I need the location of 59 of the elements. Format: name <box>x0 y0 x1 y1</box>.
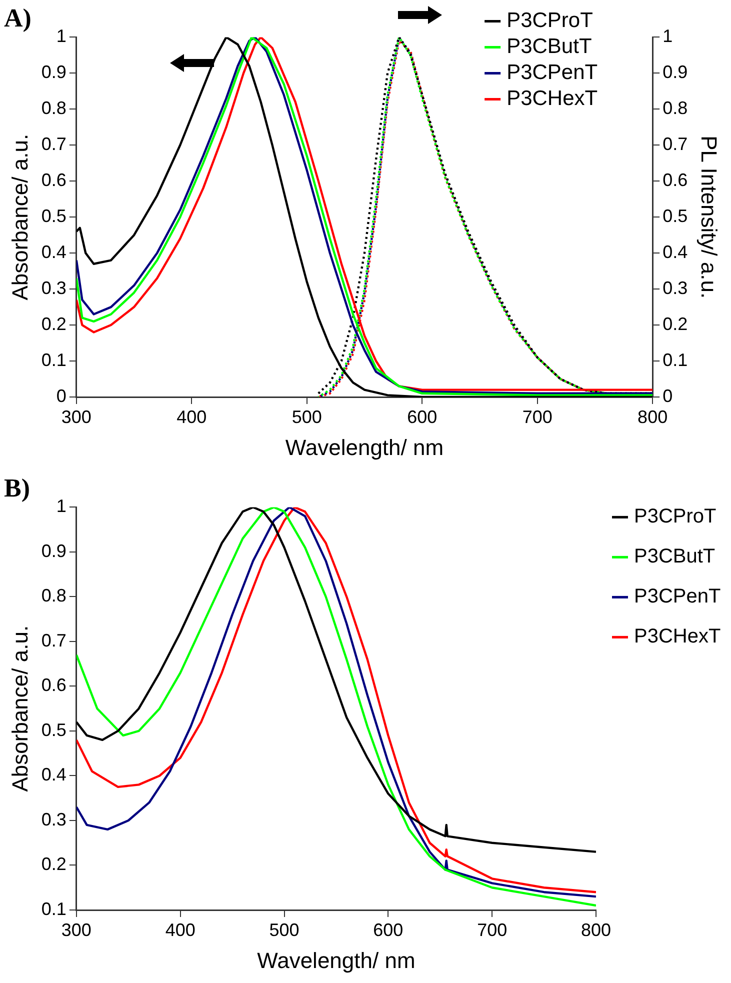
y2-tick-label: 0.1 <box>662 350 688 370</box>
x-tick-label: 300 <box>61 406 92 427</box>
y-tick-label: 0.4 <box>41 242 66 262</box>
y-tick-label: 0.2 <box>41 314 66 334</box>
y-tick-label: 0.5 <box>41 206 66 226</box>
y-axis-title: Absorbance/ a.u. <box>7 625 32 792</box>
x-tick-label: 300 <box>61 920 92 940</box>
x-tick-label: 600 <box>407 406 438 427</box>
legend-label: P3CButT <box>634 546 716 568</box>
x-tick-label: 400 <box>176 406 207 427</box>
y-tick-label: 0.3 <box>41 278 66 298</box>
y2-tick-label: 0.5 <box>662 206 688 226</box>
legend-label: P3CProT <box>634 506 716 528</box>
y2-tick-label: 1 <box>662 26 673 46</box>
y-tick-label: 1 <box>56 496 66 516</box>
y-tick-label: 0.7 <box>41 630 66 650</box>
y2-tick-label: 0.8 <box>662 98 688 118</box>
x-tick-label: 600 <box>373 920 404 940</box>
y-tick-label: 0.1 <box>41 898 66 919</box>
y-tick-label: 0.6 <box>41 170 66 190</box>
y-tick-label: 0.6 <box>41 675 66 696</box>
y-tick-label: 0.2 <box>41 854 66 874</box>
chart-title: B) <box>4 473 30 502</box>
y-tick-label: 0.7 <box>41 134 66 154</box>
x-tick-label: 800 <box>580 920 612 940</box>
x-tick-label: 400 <box>165 920 196 940</box>
y-tick-label: 0.5 <box>41 720 66 740</box>
legend-label: P3CPenT <box>634 586 721 608</box>
x-axis-title: Wavelength/ nm <box>257 948 416 973</box>
y-tick-label: 0.4 <box>41 764 66 785</box>
chart-title: A) <box>4 3 32 32</box>
y-tick-label: 0 <box>56 386 66 406</box>
y-tick-label: 0.9 <box>41 540 66 561</box>
y2-tick-label: 0.2 <box>662 314 688 334</box>
y2-tick-label: 0.6 <box>662 170 688 190</box>
y2-tick-label: 0.4 <box>662 242 688 262</box>
legend-label: P3CHexT <box>634 626 721 648</box>
y2-tick-label: 0.7 <box>662 134 688 154</box>
x-tick-label: 700 <box>477 920 508 940</box>
legend-label: P3CPenT <box>506 60 598 84</box>
y-tick-label: 0.1 <box>41 350 66 370</box>
legend-label: P3CHexT <box>506 86 598 110</box>
y-tick-label: 1 <box>56 26 66 46</box>
y2-tick-label: 0.9 <box>662 62 688 82</box>
x-tick-label: 500 <box>269 920 300 940</box>
x-tick-label: 500 <box>292 406 322 427</box>
legend-label: P3CButT <box>506 34 592 58</box>
y2-tick-label: 0.3 <box>662 278 688 298</box>
x-tick-label: 800 <box>638 406 668 427</box>
y-tick-label: 0.3 <box>41 809 66 830</box>
y2-axis-title: PL Intensity/ a.u. <box>696 136 722 299</box>
y-tick-label: 0.8 <box>41 586 66 606</box>
y2-tick-label: 0 <box>662 386 673 406</box>
y-axis-title: Absorbance/ a.u. <box>7 134 32 300</box>
x-axis-title: Wavelength/ nm <box>285 434 444 460</box>
x-tick-label: 700 <box>522 406 552 427</box>
y-tick-label: 0.8 <box>41 98 66 118</box>
y-tick-label: 0.9 <box>41 62 66 82</box>
legend-label: P3CProT <box>506 8 594 32</box>
